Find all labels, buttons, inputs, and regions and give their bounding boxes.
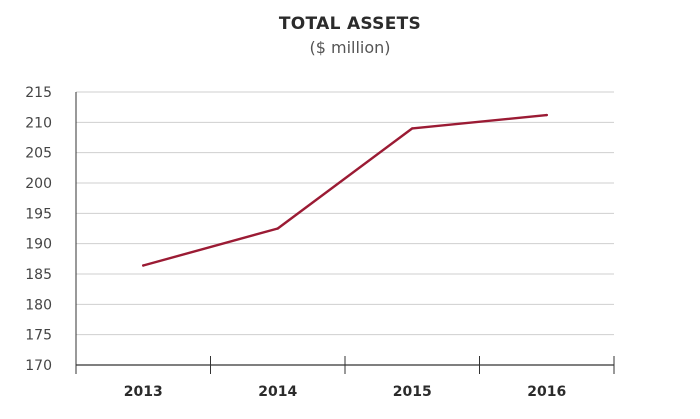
data-point	[545, 113, 548, 117]
x-tick-label: 2015	[393, 384, 432, 400]
chart-subtitle: ($ million)	[309, 38, 391, 57]
y-tick-label: 185	[25, 267, 52, 283]
axes	[75, 92, 615, 374]
y-tick-label: 205	[25, 146, 52, 162]
data-point	[142, 264, 145, 267]
x-tick-label: 2013	[124, 384, 163, 400]
y-axis-ticks: 170 175 180 185 190 195 200 205 210 215	[25, 85, 52, 374]
x-tick-label: 2016	[527, 384, 566, 400]
data-point	[276, 227, 279, 230]
y-tick-label: 215	[25, 85, 52, 101]
x-axis-ticks: 2013 2014 2015 2016	[124, 384, 566, 400]
y-tick-label: 195	[25, 206, 52, 222]
y-tick-label: 175	[25, 328, 52, 344]
series-lines	[142, 113, 548, 267]
y-tick-label: 170	[25, 358, 52, 374]
y-tick-label: 200	[25, 176, 52, 192]
chart-title: TOTAL ASSETS	[278, 14, 422, 34]
y-tick-label: 180	[25, 297, 52, 313]
gridlines	[76, 91, 614, 336]
y-tick-label: 190	[25, 237, 52, 253]
y-tick-label: 210	[25, 115, 52, 131]
data-point	[411, 127, 414, 130]
series-line	[142, 113, 548, 267]
x-tick-label: 2014	[258, 384, 297, 400]
